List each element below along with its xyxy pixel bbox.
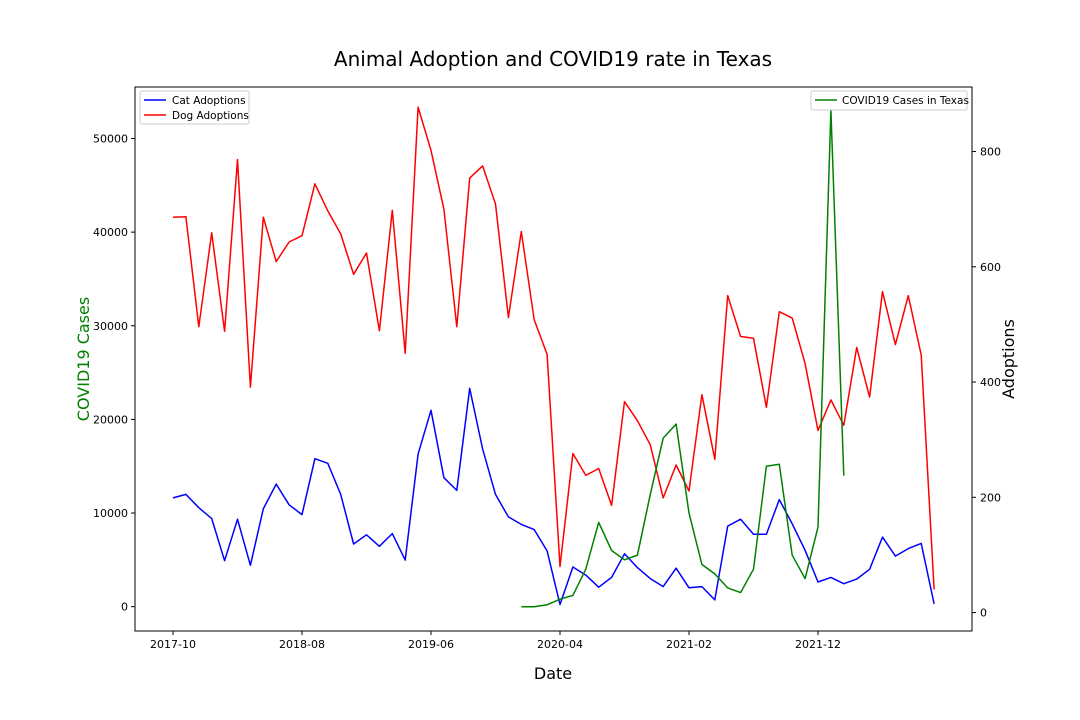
legend-label-dog: Dog Adoptions — [172, 110, 249, 122]
y-left-tick-label: 40000 — [93, 226, 128, 239]
x-tick-label: 2021-02 — [666, 638, 712, 651]
y-right-tick-label: 0 — [980, 607, 987, 620]
series-layer — [172, 106, 935, 608]
y-right-tick-label: 200 — [980, 491, 1001, 504]
legend-label-covid: COVID19 Cases in Texas — [842, 95, 969, 107]
x-axis-label: Date — [534, 664, 572, 683]
x-tick-label: 2018-08 — [279, 638, 325, 651]
series-line-covid — [521, 109, 845, 608]
x-tick-label: 2021-12 — [795, 638, 841, 651]
series-line-dog — [172, 106, 935, 590]
y-axis-label-left: COVID19 Cases — [74, 297, 93, 421]
x-tick-label: 2019-06 — [408, 638, 454, 651]
y-left-tick-label: 30000 — [93, 320, 128, 333]
x-tick-label: 2020-04 — [537, 638, 583, 651]
y-left-tick-label: 10000 — [93, 507, 128, 520]
y-left-tick-label: 0 — [121, 601, 128, 614]
tick-layer: 2017-10 2018-08 2019-06 2020-04 2021-02 2021-… — [93, 132, 1001, 651]
legend-right: COVID19 Cases in Texas — [810, 90, 969, 111]
chart-title: Animal Adoption and COVID19 rate in Texa… — [334, 47, 772, 71]
y-right-tick-label: 400 — [980, 376, 1001, 389]
legend-right-box — [810, 90, 968, 111]
y-right-tick-label: 800 — [980, 146, 1001, 159]
y-axis-label-right: Adoptions — [999, 319, 1018, 399]
legend-label-cat: Cat Adoptions — [172, 95, 246, 107]
y-left-tick-label: 50000 — [93, 132, 128, 145]
plot-frame — [134, 86, 973, 632]
y-right-tick-label: 600 — [980, 261, 1001, 274]
legend-left-box — [139, 90, 250, 125]
x-tick-label: 2017-10 — [150, 638, 196, 651]
y-left-tick-label: 20000 — [93, 413, 128, 426]
legend-left: Cat Adoptions Dog Adoptions — [139, 90, 250, 125]
series-line-cat — [172, 387, 935, 606]
